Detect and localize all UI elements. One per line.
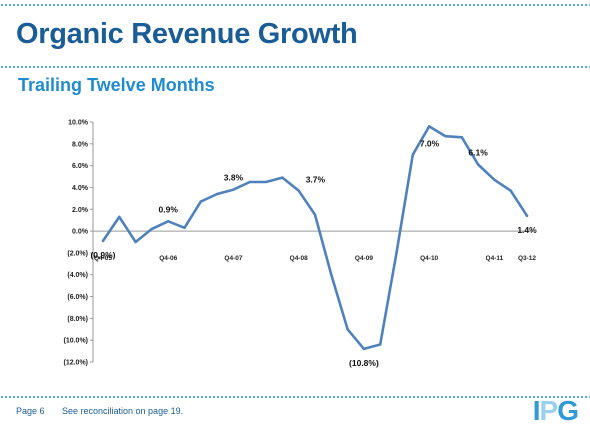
revenue-growth-line-chart: 10.0% 8.0% 6.0% 4.0% 2.0% 0.0% (2.0%) (4.0%) (6.… (63, 120, 537, 368)
data-point (118, 215, 121, 219)
top-dotted-divider (0, 4, 590, 6)
page-subtitle: Trailing Twelve Months (18, 75, 215, 95)
data-point (427, 125, 431, 128)
page-number: Page 6 (16, 406, 45, 416)
data-label: 1.4% (517, 225, 537, 235)
y-tick-label: (10.0%) (63, 338, 88, 345)
x-tick-label: Q4-08 (290, 255, 308, 262)
data-label: (10.8%) (349, 358, 379, 368)
footer-dotted-divider (0, 396, 590, 398)
data-point (297, 189, 300, 192)
data-point (444, 134, 447, 138)
data-point (395, 251, 398, 255)
data-point (264, 180, 268, 184)
data-label: 3.7% (306, 175, 326, 185)
x-tick-label: Q4-09 (355, 255, 373, 262)
x-tick-label: Q4-07 (224, 255, 242, 262)
data-point (199, 200, 203, 203)
data-point (248, 180, 251, 184)
y-tick-label: (4.0%) (67, 272, 88, 279)
logo-letter-2: P (539, 395, 559, 426)
y-tick-label: 10.0% (68, 120, 89, 127)
y-tick-label: (2.0%) (67, 250, 88, 257)
x-tick-label: Q4-11 (486, 255, 504, 262)
series-line (101, 125, 529, 351)
data-point (313, 213, 317, 216)
logo-letter-1: I (532, 395, 541, 426)
y-tick-label: 8.0% (72, 141, 89, 148)
data-point (330, 273, 333, 276)
data-point (150, 227, 154, 231)
y-tick-label: 2.0% (72, 207, 89, 214)
data-point (167, 220, 170, 223)
data-point (362, 347, 366, 351)
y-tick-label: (12.0%) (63, 360, 88, 367)
data-point (493, 178, 496, 182)
y-tick-label: (8.0%) (67, 316, 88, 323)
data-label: 7.0% (420, 139, 440, 149)
data-point (346, 328, 349, 331)
y-tick-label: 6.0% (72, 163, 89, 170)
data-label: 6.1% (468, 148, 488, 158)
data-point (183, 226, 186, 230)
x-tick-label: Q4-06 (159, 255, 177, 262)
x-tick-label: Q3-12 (518, 255, 536, 262)
data-point (379, 343, 382, 346)
data-point (101, 239, 105, 243)
data-point (525, 214, 529, 218)
data-label: 0.9% (159, 204, 179, 214)
logo-letter-3: G (557, 395, 579, 426)
data-point (476, 163, 480, 166)
page-title: Organic Revenue Growth (16, 18, 358, 50)
data-point (134, 240, 137, 244)
y-tick-label: 0.0% (72, 229, 89, 236)
reconciliation-note: See reconciliation on page 19. (62, 406, 184, 416)
data-point (411, 153, 415, 156)
y-tick-label: (6.0%) (67, 294, 88, 301)
x-tick-label: Q4-05 (94, 255, 112, 262)
x-tick-label: Q4-10 (420, 255, 438, 262)
data-point (460, 136, 463, 139)
ipg-logo: IPG (532, 395, 579, 427)
y-tick-label: 4.0% (72, 185, 89, 192)
data-point (509, 189, 512, 192)
data-point (215, 192, 219, 196)
data-label: (0.9%) (90, 250, 115, 260)
data-label: 3.8% (224, 173, 244, 183)
data-point (281, 176, 284, 179)
title-dotted-divider (0, 66, 590, 68)
data-point (232, 188, 235, 191)
